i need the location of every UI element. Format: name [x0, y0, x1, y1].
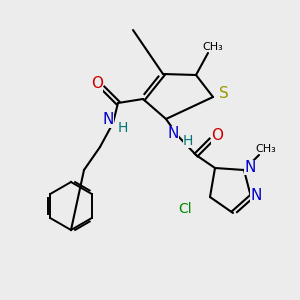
Text: CH₃: CH₃ [202, 42, 224, 52]
Text: Cl: Cl [178, 202, 192, 216]
Text: N: N [102, 112, 114, 128]
Text: N: N [250, 188, 262, 203]
Text: H: H [118, 121, 128, 135]
Text: N: N [167, 125, 179, 140]
Text: O: O [91, 76, 103, 92]
Text: CH₃: CH₃ [256, 144, 276, 154]
Text: S: S [219, 85, 229, 100]
Text: O: O [211, 128, 223, 143]
Text: N: N [244, 160, 256, 175]
Text: H: H [183, 134, 193, 148]
